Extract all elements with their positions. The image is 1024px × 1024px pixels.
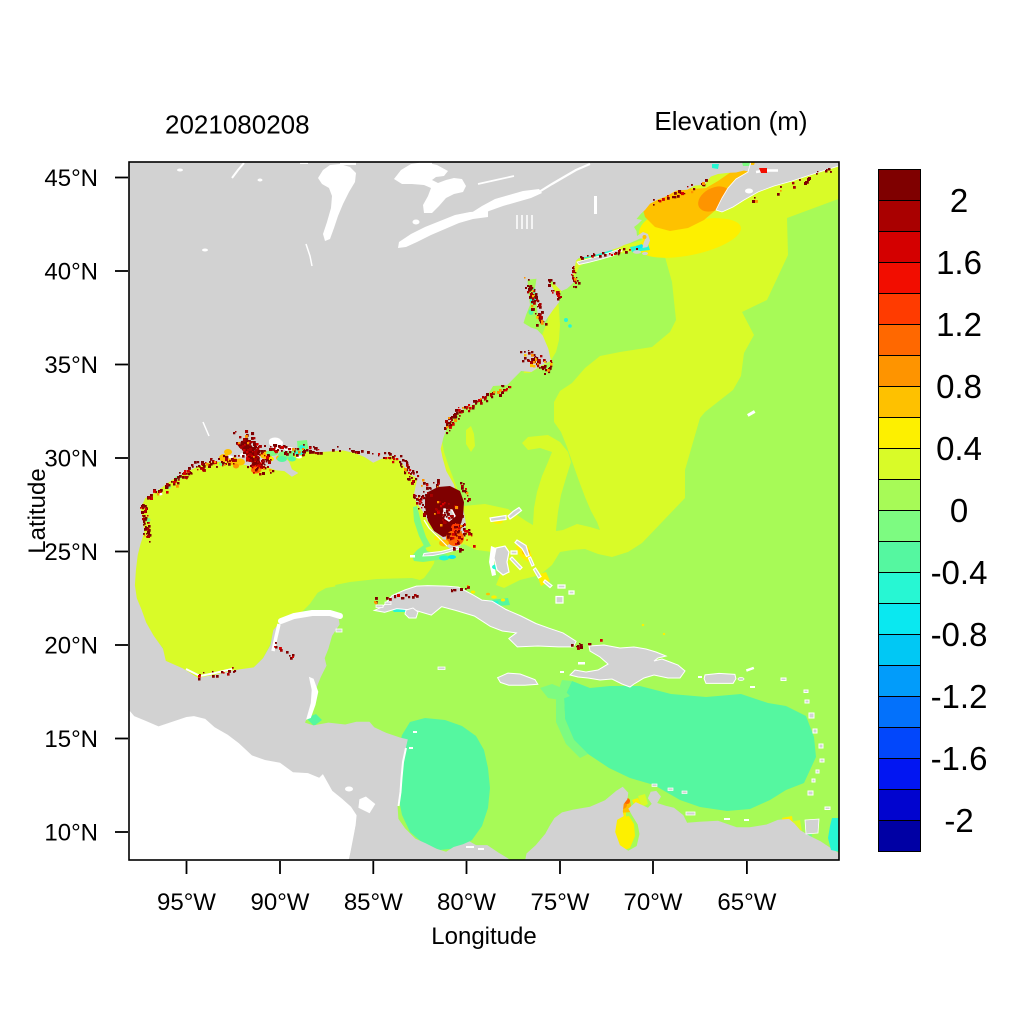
svg-text:95°W: 95°W [157,889,216,916]
svg-text:15°N: 15°N [44,726,98,753]
svg-text:35°N: 35°N [44,352,98,379]
svg-text:85°W: 85°W [344,889,403,916]
svg-text:-0.8: -0.8 [931,616,988,653]
svg-text:Latitude: Latitude [24,468,51,553]
svg-text:-1.2: -1.2 [931,678,988,715]
svg-text:65°W: 65°W [717,889,776,916]
svg-text:80°W: 80°W [437,889,496,916]
svg-text:70°W: 70°W [624,889,683,916]
svg-text:1.2: 1.2 [936,306,982,343]
svg-text:2021080208: 2021080208 [165,110,310,140]
svg-text:Elevation (m): Elevation (m) [654,106,807,136]
svg-text:Longitude: Longitude [431,923,536,950]
svg-text:25°N: 25°N [44,539,98,566]
svg-text:10°N: 10°N [44,820,98,847]
svg-text:45°N: 45°N [44,165,98,192]
svg-text:-1.6: -1.6 [931,740,988,777]
svg-text:0: 0 [950,492,968,529]
svg-text:-0.4: -0.4 [931,554,988,591]
svg-text:0.8: 0.8 [936,368,982,405]
svg-text:20°N: 20°N [44,633,98,660]
svg-text:-2: -2 [944,802,973,839]
svg-text:30°N: 30°N [44,446,98,473]
svg-text:75°W: 75°W [531,889,590,916]
svg-text:1.6: 1.6 [936,244,982,281]
svg-text:2: 2 [950,182,968,219]
svg-text:90°W: 90°W [251,889,310,916]
svg-text:40°N: 40°N [44,259,98,286]
svg-text:0.4: 0.4 [936,430,982,467]
